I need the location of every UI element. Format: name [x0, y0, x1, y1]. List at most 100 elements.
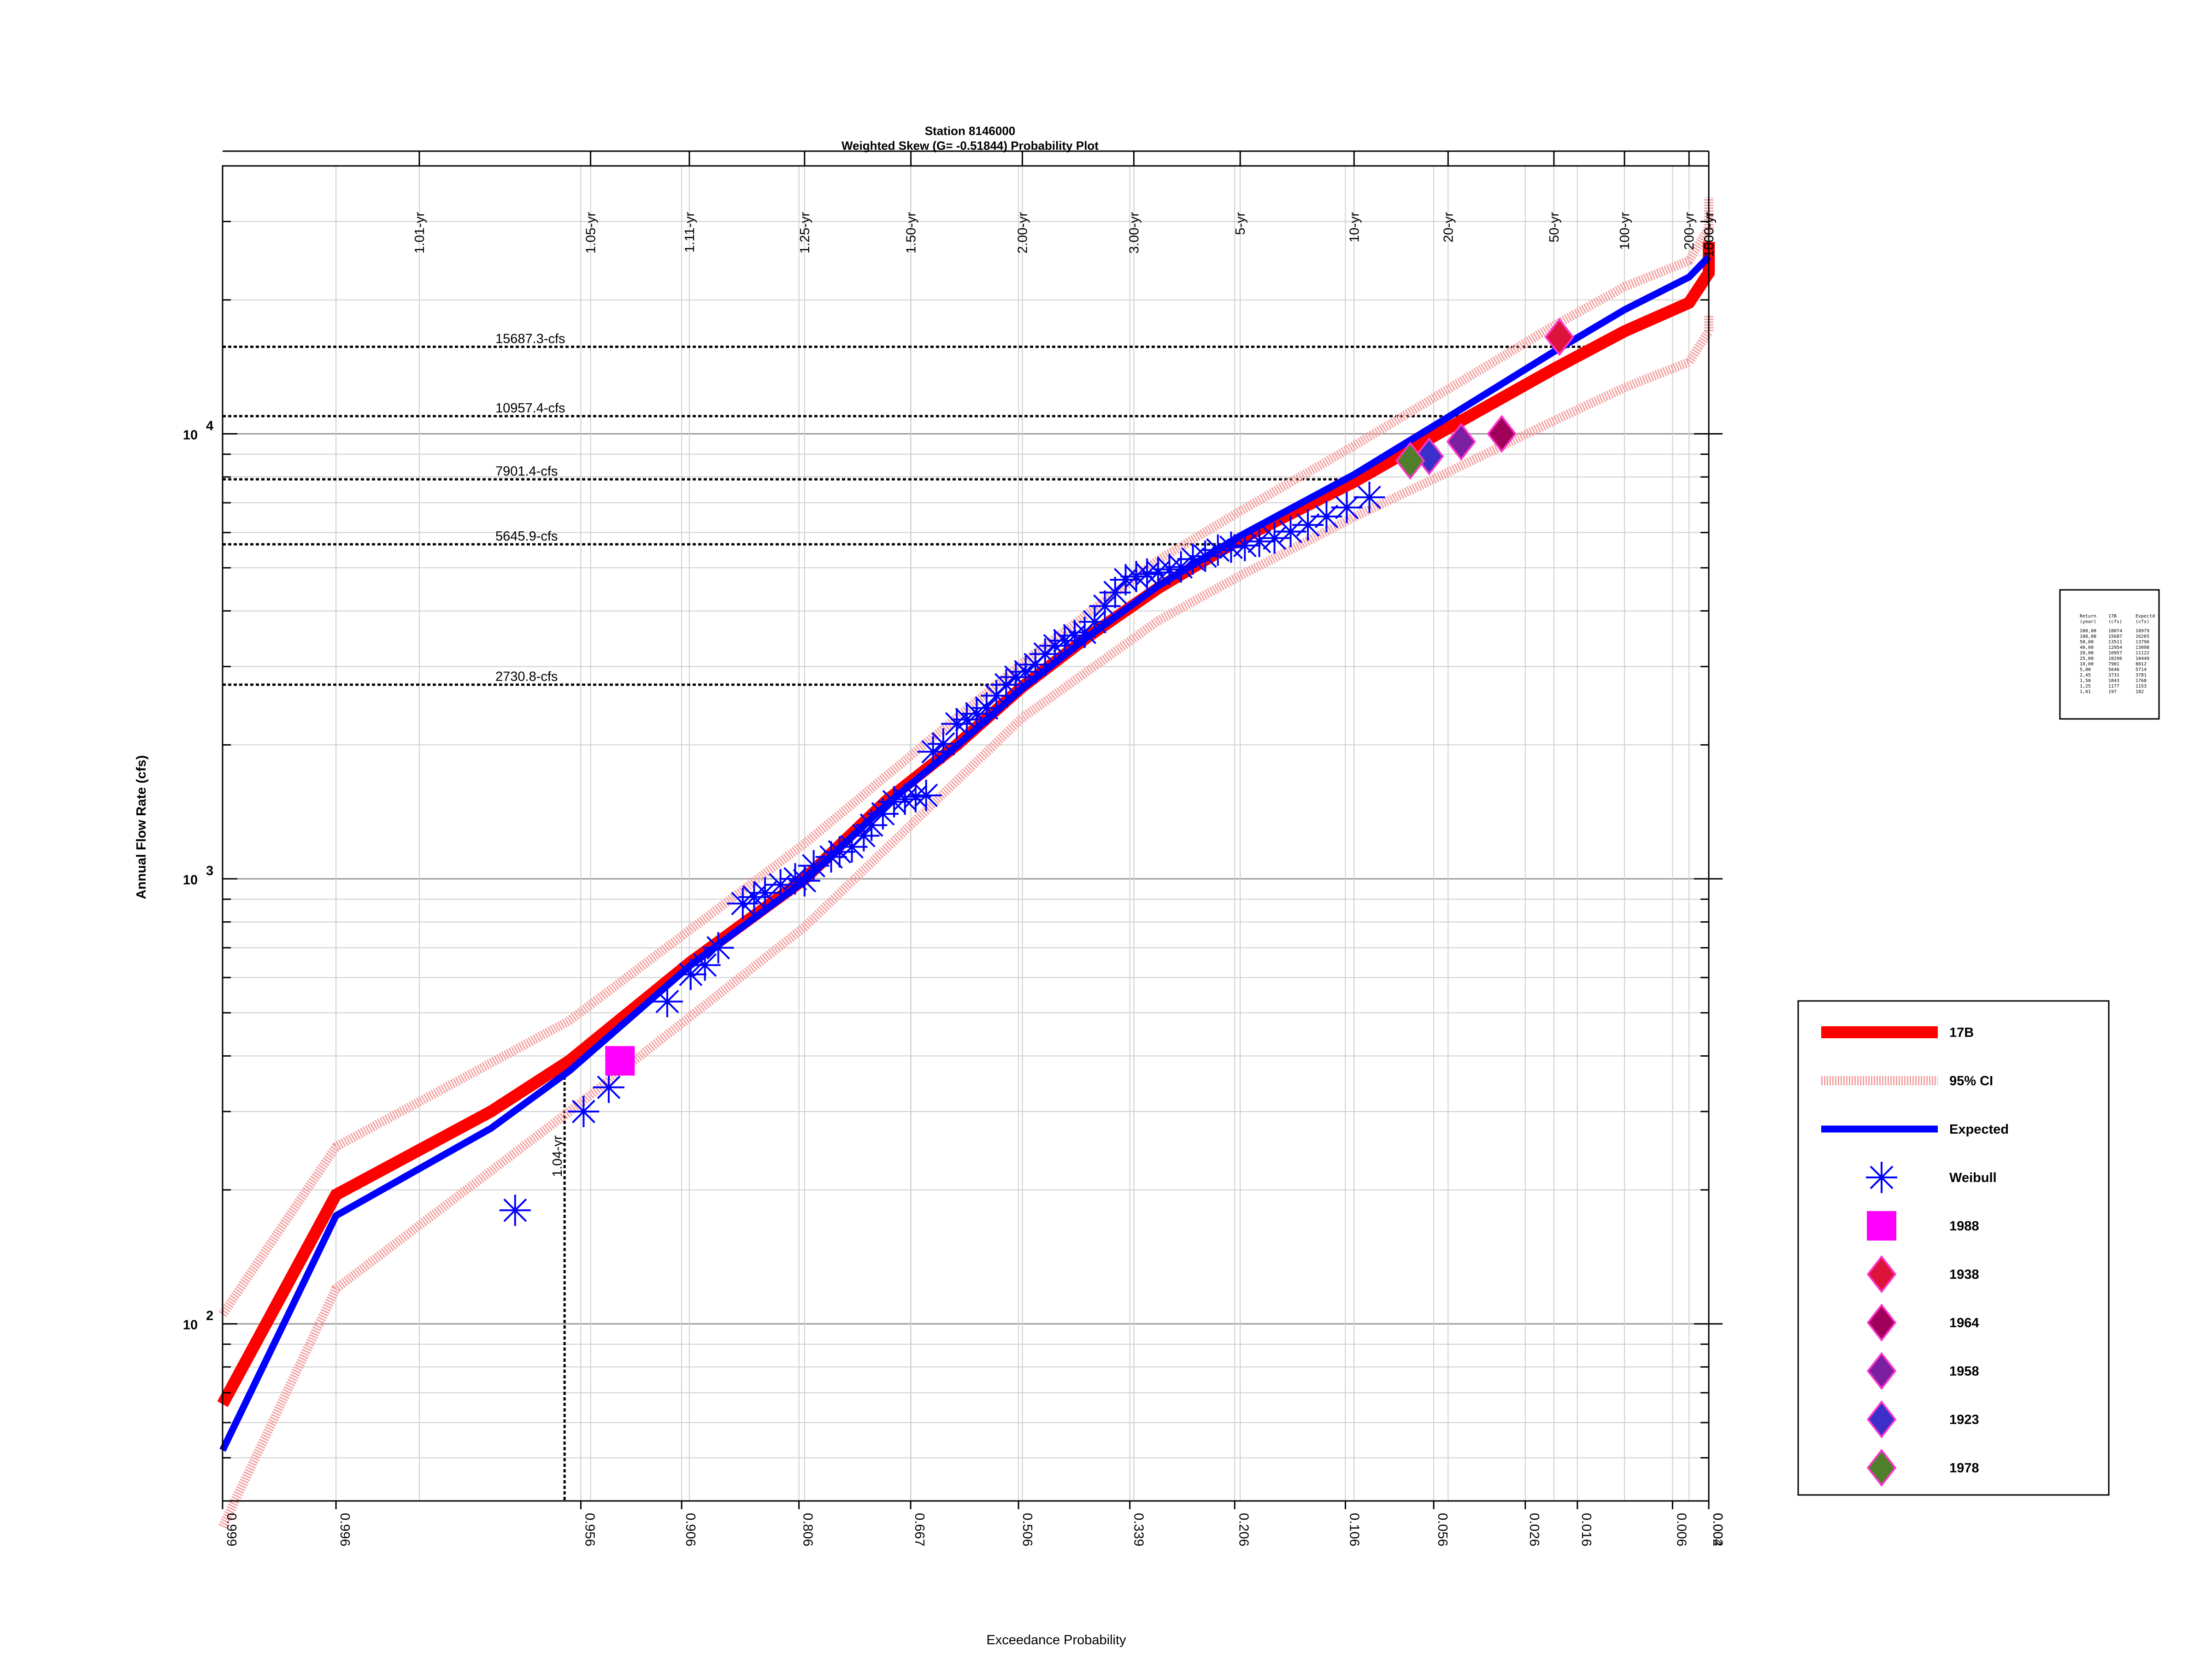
- table-cell: 18979: [2136, 629, 2149, 634]
- weibull-point: [788, 865, 820, 897]
- x-tick-label: 0.506: [1020, 1513, 1035, 1547]
- weibull-point: [765, 869, 796, 900]
- weibull-point: [1010, 656, 1041, 688]
- x-tick-label: 0.056: [1435, 1513, 1450, 1547]
- historical-points: [605, 318, 1575, 1076]
- x-tick-label: 0.956: [582, 1513, 597, 1547]
- top-tick-label: 20-yr: [1441, 212, 1456, 242]
- x-tick-label: 0.339: [1131, 1513, 1146, 1547]
- x-tick-label: 0.016: [1579, 1513, 1594, 1547]
- weibull-point: [651, 986, 683, 1018]
- table-cell: 5646: [2108, 667, 2119, 672]
- table-cell: 20,00: [2080, 651, 2094, 656]
- table-header-cell: 17B: [2108, 614, 2117, 619]
- weibull-point: [1099, 577, 1131, 608]
- weibull-point: [1059, 620, 1090, 652]
- weibull-point: [1353, 482, 1385, 513]
- weibull-point: [910, 779, 942, 811]
- legend-label: 1923: [1949, 1412, 1979, 1427]
- table-cell: 18074: [2108, 629, 2122, 634]
- point-1988: [605, 1046, 635, 1076]
- y-tick-label: 10: [183, 428, 198, 442]
- table-cell: 1177: [2108, 684, 2119, 689]
- table-cell: 5714: [2136, 667, 2147, 672]
- table-cell: 13098: [2136, 645, 2149, 650]
- reference-line-label: 5645.9-cfs: [495, 529, 558, 544]
- table-cell: 16265: [2136, 634, 2149, 639]
- table-header-cell: (cfs): [2136, 619, 2149, 624]
- point-1923: [1414, 437, 1444, 476]
- table-cell: 8012: [2136, 662, 2147, 667]
- table-header-cell: Return: [2080, 614, 2096, 619]
- table-cell: 100,00: [2080, 634, 2096, 639]
- weibull-point: [1229, 529, 1261, 561]
- legend-swatch-1964: [1866, 1303, 1897, 1342]
- table-cell: 25,00: [2080, 656, 2094, 661]
- weibull-point: [593, 1071, 624, 1103]
- ci-upper-line: [218, 197, 1713, 1317]
- weibull-point: [927, 728, 959, 760]
- legend-swatch-weibull: [1866, 1162, 1897, 1193]
- table-cell: 15687: [2108, 634, 2122, 639]
- table-cell: 200,00: [2080, 629, 2096, 634]
- weibull-point: [1189, 540, 1221, 572]
- legend-label: Weibull: [1949, 1171, 1997, 1185]
- top-tick-label: 1.25-yr: [798, 212, 812, 254]
- weibull-points: [499, 482, 1385, 1226]
- plot-frame: [222, 165, 1710, 1502]
- weibull-point: [702, 932, 734, 964]
- legend-swatch-1958: [1866, 1352, 1897, 1390]
- legend: 17B 95% CI Expected Weibull 1988 1938 1964 1958…: [1797, 1000, 2110, 1496]
- weibull-point: [798, 850, 830, 882]
- weibull-point: [689, 949, 721, 981]
- chart-title: Station 8146000: [925, 124, 1016, 138]
- reference-lines: 15687.3-cfs 10957.4-cfs 7901.4-cfs 5645.9-c…: [223, 332, 1595, 1501]
- table-cell: 40,00: [2080, 645, 2094, 650]
- point-1978: [1395, 441, 1425, 480]
- table-cell: 7901: [2108, 662, 2119, 667]
- table-header-cell: (year): [2080, 619, 2096, 624]
- legend-swatch-1938: [1866, 1255, 1897, 1294]
- legend-label: 95% CI: [1949, 1074, 1993, 1088]
- table-frame: [2059, 589, 2160, 720]
- x-axis-label: Exceedance Probability: [986, 1633, 1126, 1647]
- x-tick-label: 0.004: [1710, 1513, 1725, 1547]
- legend-label: 1988: [1949, 1219, 1979, 1234]
- weibull-point: [1120, 560, 1152, 592]
- top-tick-label: 10-yr: [1347, 212, 1362, 242]
- table-cell: 197: [2108, 689, 2117, 694]
- x-tick-label: 0.667: [912, 1513, 927, 1547]
- return-period-table: Return 17B Expectd (year) (cfs) (cfs) 200,00 18…: [2059, 589, 2160, 720]
- y-axis-label: Annual Flow Rate (cfs): [134, 755, 149, 900]
- x-tick-label: 0.206: [1236, 1513, 1251, 1547]
- y-tick-label: 10: [183, 873, 198, 888]
- weibull-point: [1079, 606, 1111, 638]
- weibull-point: [990, 669, 1022, 700]
- y-tick-exponent: 2: [206, 1309, 213, 1324]
- table-cell: 1843: [2108, 678, 2119, 683]
- table-cell: 10449: [2136, 656, 2149, 661]
- table-cell: 3781: [2136, 673, 2147, 678]
- top-tick-label: 50-yr: [1547, 212, 1562, 242]
- weibull-point: [1029, 638, 1061, 670]
- top-tick-label: 3.00-yr: [1127, 212, 1141, 254]
- legend-label: 1964: [1949, 1316, 1979, 1330]
- weibull-point: [1215, 531, 1247, 563]
- x-tick-label: 0.106: [1347, 1513, 1361, 1547]
- x-tick-label: 0.996: [337, 1513, 352, 1547]
- x-tick-label: 0.806: [800, 1513, 815, 1547]
- table-cell: 11122: [2136, 651, 2149, 656]
- table-cell: 13511: [2108, 640, 2122, 645]
- legend-label: 17B: [1949, 1025, 1974, 1040]
- weibull-point: [568, 1095, 600, 1127]
- legend-label: 1938: [1949, 1267, 1979, 1282]
- y-tick-exponent: 3: [206, 864, 213, 878]
- top-tick-label: 1.50-yr: [904, 212, 919, 254]
- weibull-point: [1177, 543, 1209, 575]
- legend-swatch-1978: [1866, 1448, 1897, 1487]
- table-cell: 1,50: [2080, 678, 2091, 683]
- grid: [222, 165, 1709, 1501]
- legend-label: 1978: [1949, 1461, 1979, 1476]
- axes: 10 2 10 3 10 4 0.999 0.996 0.956 0.906 0.806 0.667 0…: [183, 150, 1725, 1547]
